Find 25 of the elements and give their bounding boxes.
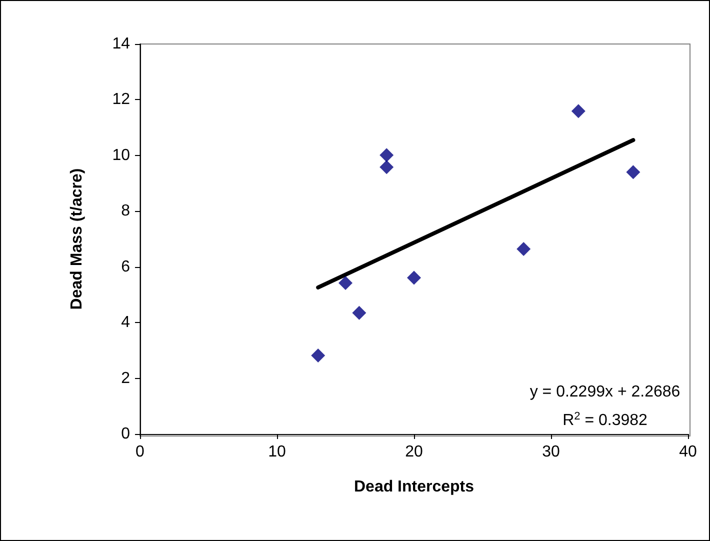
x-axis-title: Dead Intercepts: [354, 478, 474, 496]
point: [626, 165, 640, 180]
x-tick-label: 40: [679, 444, 697, 460]
x-tick-label: 30: [542, 444, 560, 460]
y-axis-title: Dead Mass (t/acre): [68, 168, 86, 310]
y-tick-label: 2: [121, 370, 130, 387]
y-tick-label: 8: [121, 202, 130, 220]
y-tick-label: 10: [112, 146, 130, 164]
point: [516, 242, 531, 256]
y-tick-label: 4: [121, 314, 130, 332]
x-tick-label: 20: [405, 444, 423, 460]
point: [352, 306, 366, 320]
point: [311, 348, 326, 362]
annotation: y = 0.2299x + 2.2686: [530, 384, 680, 400]
point: [338, 276, 352, 290]
y-tick-label: 12: [112, 91, 130, 108]
point: [407, 270, 421, 285]
point: [571, 104, 586, 118]
point: [380, 160, 394, 174]
y-tick-label: 6: [121, 258, 130, 276]
point: [380, 148, 394, 162]
x-tick-label: 0: [136, 444, 145, 460]
y-tick-label: 14: [112, 36, 130, 52]
x-tick-label: 10: [268, 444, 286, 460]
y-tick-label: 0: [121, 426, 130, 442]
